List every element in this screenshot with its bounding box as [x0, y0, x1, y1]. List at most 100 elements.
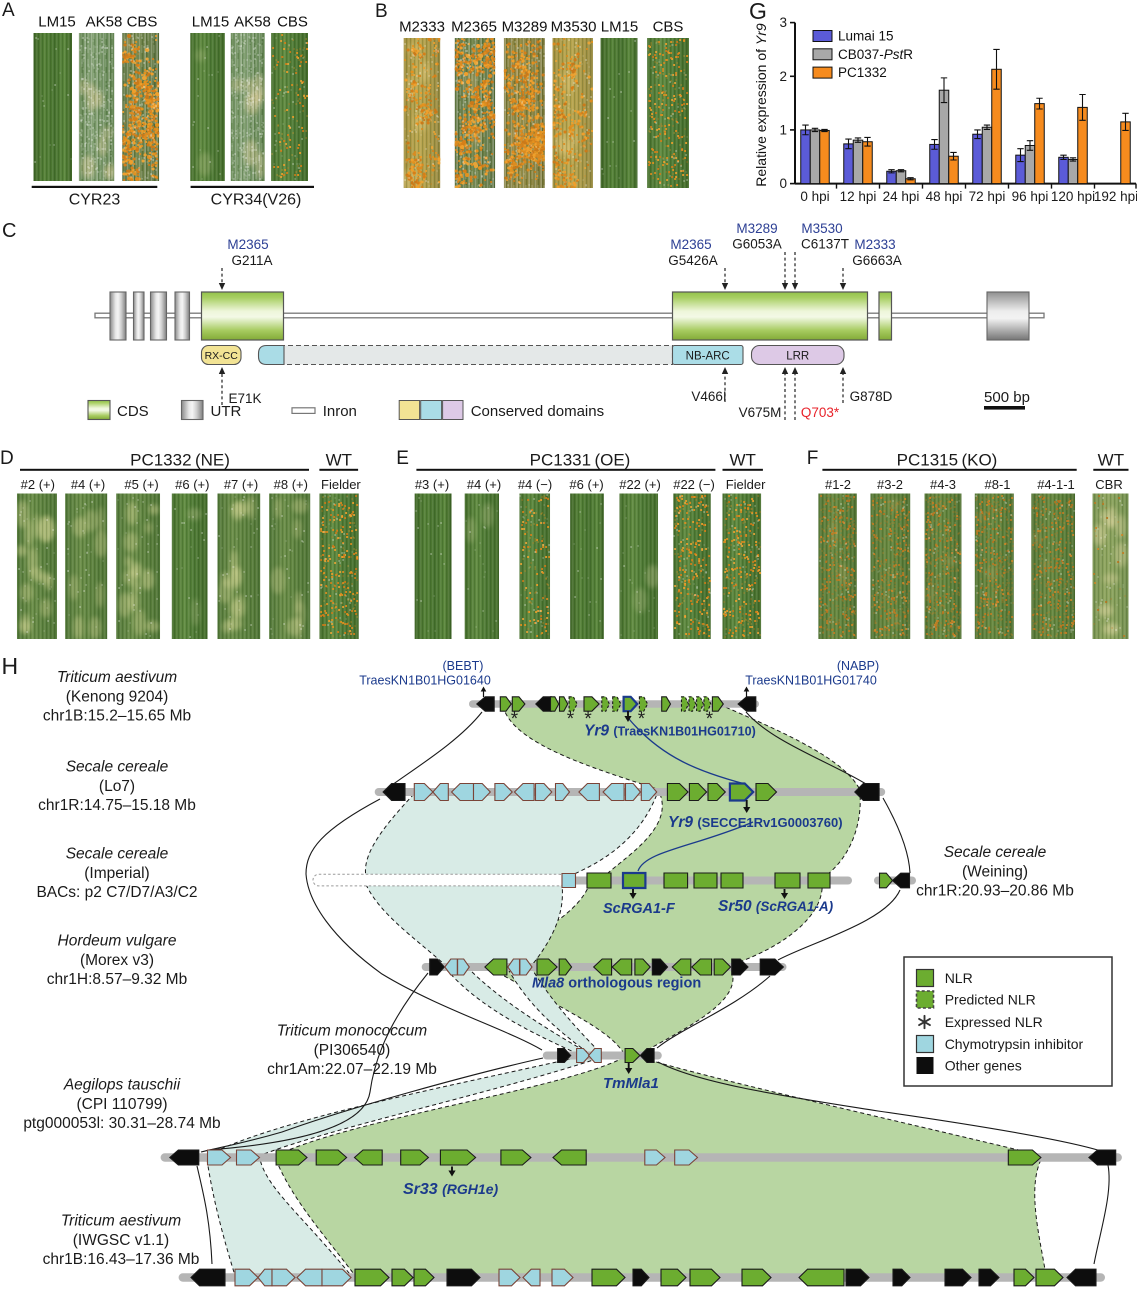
svg-text:Fielder: Fielder — [321, 477, 361, 492]
svg-text:ScRGA1-F: ScRGA1-F — [603, 901, 676, 917]
svg-text:M3289: M3289 — [502, 19, 548, 36]
svg-text:Yr9 (SECCE1Rv1G0003760): Yr9 (SECCE1Rv1G0003760) — [668, 814, 843, 831]
svg-text:2: 2 — [779, 69, 787, 84]
svg-text:chr1Am:22.07–22.19 Mb: chr1Am:22.07–22.19 Mb — [267, 1061, 437, 1078]
svg-text:500 bp: 500 bp — [984, 389, 1030, 406]
svg-text:(Morex v3): (Morex v3) — [80, 952, 154, 969]
svg-text:(PI306540): (PI306540) — [314, 1042, 391, 1059]
svg-text:PC1332: PC1332 — [838, 65, 887, 80]
svg-text:E: E — [396, 448, 409, 469]
svg-text:#4-3: #4-3 — [930, 477, 956, 492]
svg-text:M2333: M2333 — [399, 19, 445, 36]
svg-text:(Weining): (Weining) — [962, 863, 1028, 880]
svg-text:0 hpi: 0 hpi — [800, 189, 829, 204]
svg-text:#3 (+): #3 (+) — [415, 477, 449, 492]
svg-text:LM15: LM15 — [601, 19, 639, 36]
svg-text:NB-ARC: NB-ARC — [686, 351, 730, 363]
svg-text:CYR34(V26): CYR34(V26) — [211, 192, 302, 209]
svg-text:CBS: CBS — [653, 19, 684, 36]
svg-text:TraesKN1B01HG01640: TraesKN1B01HG01640 — [359, 674, 491, 688]
svg-text:*: * — [584, 709, 592, 730]
svg-text:#4 (+): #4 (+) — [467, 477, 501, 492]
svg-text:Other genes: Other genes — [945, 1058, 1022, 1074]
svg-text:(Lo7): (Lo7) — [99, 778, 135, 795]
svg-text:C6137T: C6137T — [801, 237, 849, 252]
svg-text:LRR: LRR — [786, 351, 809, 363]
svg-text:*: * — [511, 709, 519, 730]
svg-text:Relative expression of Yr9: Relative expression of Yr9 — [753, 23, 769, 187]
svg-text:PC1332 (NE): PC1332 (NE) — [130, 451, 230, 470]
svg-text:M2365: M2365 — [451, 19, 497, 36]
svg-text:#4 (−): #4 (−) — [518, 477, 552, 492]
svg-text:Yr9 (TraesKN1B01HG01710): Yr9 (TraesKN1B01HG01710) — [584, 723, 756, 740]
svg-text:#5 (+): #5 (+) — [124, 477, 158, 492]
svg-text:Secale cereale: Secale cereale — [66, 759, 169, 776]
svg-text:WT: WT — [326, 451, 352, 470]
svg-text:Hordeum vulgare: Hordeum vulgare — [58, 933, 177, 950]
svg-text:Fielder: Fielder — [726, 477, 766, 492]
svg-text:*: * — [706, 709, 714, 730]
svg-text:Inron: Inron — [323, 403, 357, 420]
svg-text:M2365: M2365 — [227, 237, 268, 252]
svg-text:D: D — [0, 448, 14, 469]
svg-text:Q703*: Q703* — [801, 405, 840, 420]
svg-text:TmMla1: TmMla1 — [603, 1075, 659, 1092]
svg-text:#1-2: #1-2 — [825, 477, 851, 492]
svg-text:NLR: NLR — [945, 970, 973, 986]
svg-text:A: A — [2, 0, 15, 21]
svg-text:Chymotrypsin inhibitor: Chymotrypsin inhibitor — [945, 1036, 1084, 1052]
svg-text:Triticum aestivum: Triticum aestivum — [57, 669, 177, 686]
svg-text:CYR23: CYR23 — [69, 192, 121, 209]
svg-text:Expressed NLR: Expressed NLR — [945, 1014, 1043, 1030]
svg-text:G211A: G211A — [231, 253, 272, 268]
svg-text:LM15: LM15 — [192, 14, 230, 31]
svg-text:G6663A: G6663A — [852, 253, 902, 268]
svg-text:chr1R:14.75–15.18 Mb: chr1R:14.75–15.18 Mb — [38, 797, 196, 814]
svg-text:1: 1 — [779, 122, 787, 137]
svg-text:M2333: M2333 — [854, 237, 895, 252]
svg-text:H: H — [2, 653, 19, 679]
svg-text:B: B — [375, 1, 388, 22]
svg-text:#4 (+): #4 (+) — [71, 477, 105, 492]
svg-text:chr1H:8.57–9.32 Mb: chr1H:8.57–9.32 Mb — [47, 971, 187, 988]
svg-text:#6 (+): #6 (+) — [569, 477, 603, 492]
svg-text:AK58: AK58 — [234, 14, 271, 31]
svg-text:Conserved domains: Conserved domains — [471, 403, 604, 420]
svg-text:ptg000053l: 30.31–28.74 Mb: ptg000053l: 30.31–28.74 Mb — [23, 1115, 220, 1132]
svg-text:(NABP): (NABP) — [837, 659, 879, 673]
svg-text:WT: WT — [729, 451, 755, 470]
svg-text:PC1315 (KO): PC1315 (KO) — [897, 451, 998, 470]
svg-text:Aegilops tauschii: Aegilops tauschii — [63, 1077, 181, 1094]
svg-text:Sr33 (RGH1e): Sr33 (RGH1e) — [403, 1181, 498, 1198]
svg-text:(BEBT): (BEBT) — [443, 659, 484, 673]
svg-text:LM15: LM15 — [38, 14, 76, 31]
svg-text:M2365: M2365 — [670, 237, 711, 252]
svg-text:#6 (+): #6 (+) — [175, 477, 209, 492]
svg-text:#7 (+): #7 (+) — [224, 477, 258, 492]
svg-text:(Imperial): (Imperial) — [84, 865, 149, 882]
svg-text:(CPI 110799): (CPI 110799) — [76, 1096, 167, 1113]
svg-text:(Kenong 9204): (Kenong 9204) — [66, 688, 169, 705]
svg-text:CBR: CBR — [1095, 477, 1122, 492]
svg-text:G: G — [749, 0, 767, 24]
svg-text:192 hpi: 192 hpi — [1094, 189, 1137, 204]
svg-text:(IWGSC v1.1): (IWGSC v1.1) — [73, 1232, 169, 1249]
svg-text:RX-CC: RX-CC — [205, 350, 239, 362]
svg-text:TraesKN1B01HG01740: TraesKN1B01HG01740 — [745, 674, 877, 688]
svg-text:WT: WT — [1098, 451, 1124, 470]
svg-text:G5426A: G5426A — [668, 253, 718, 268]
svg-text:AK58: AK58 — [86, 14, 123, 31]
svg-text:M3289: M3289 — [736, 221, 777, 236]
svg-text:V466I: V466I — [691, 389, 726, 404]
svg-text:#8 (+): #8 (+) — [274, 477, 308, 492]
svg-text:96 hpi: 96 hpi — [1012, 189, 1049, 204]
svg-text:12 hpi: 12 hpi — [840, 189, 877, 204]
svg-text:E71K: E71K — [228, 391, 261, 406]
svg-text:Triticum aestivum: Triticum aestivum — [61, 1213, 181, 1230]
svg-text:Triticum monococcum: Triticum monococcum — [277, 1023, 428, 1040]
svg-text:chr1R:20.93–20.86 Mb: chr1R:20.93–20.86 Mb — [916, 883, 1074, 900]
svg-text:#22 (−): #22 (−) — [673, 477, 715, 492]
svg-text:G6053A: G6053A — [732, 237, 782, 252]
svg-text:48 hpi: 48 hpi — [926, 189, 963, 204]
svg-text:Mla8 orthologous region: Mla8 orthologous region — [532, 976, 701, 992]
